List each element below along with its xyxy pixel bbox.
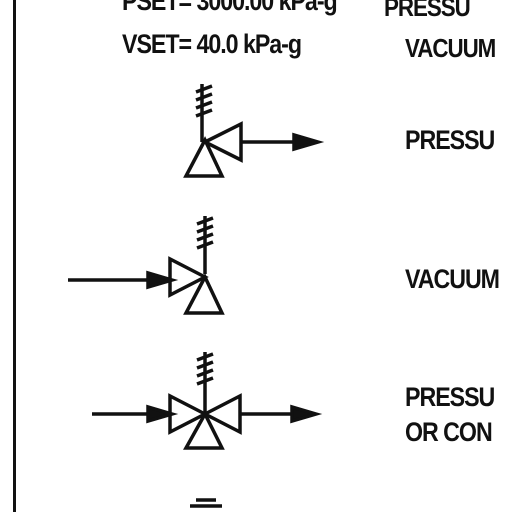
next-valve-symbol-partial <box>190 498 222 508</box>
pressure-relief-valve-symbol <box>183 84 325 178</box>
vset-label: VSET= 40.0 kPa-g <box>122 29 302 59</box>
row-1-description: PRESSU <box>405 125 495 155</box>
vacuum-header-label: VACUUM <box>405 33 496 63</box>
row-2-description: VACUUM <box>405 264 500 294</box>
vacuum-relief-valve-symbol <box>68 216 225 315</box>
pset-label: PSET= 3000.00 kPa-g <box>122 0 338 16</box>
pressure-header-label: PRESSU <box>384 0 471 22</box>
row-3-description-line-1: PRESSU <box>405 382 495 412</box>
row-3-description-line-2: OR CON <box>405 417 493 447</box>
sheet-border-left <box>13 0 16 512</box>
pressure-vacuum-relief-valve-symbol <box>92 352 323 450</box>
